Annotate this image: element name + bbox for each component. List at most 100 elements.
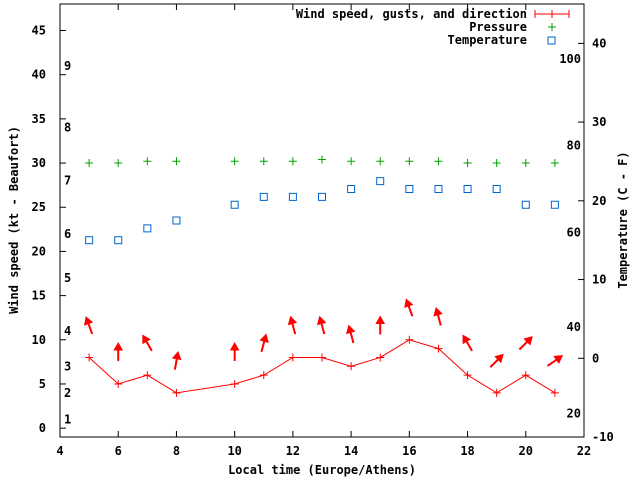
beaufort-label: 2 [64,386,71,400]
legend-temperature-label: Temperature [448,33,527,47]
pressure-point [318,155,326,164]
y-axis-label: Wind speed (kt - Beaufort) [7,126,21,314]
y2-tick-label: 20 [592,194,606,208]
axis-ticks [59,4,585,438]
fahrenheit-label: 40 [567,320,581,334]
wind-direction-arrow [171,350,182,370]
wind-speed-point [230,379,239,388]
plot-frame [59,3,585,438]
temperature-point [405,185,414,194]
temperature-point [85,236,94,245]
wind-direction-arrow [462,334,473,352]
pressure-point [405,157,414,166]
y-tick-labels: 0 5 10 15 20 25 30 35 40 45 [32,24,46,436]
pressure-point [376,157,385,166]
wind-direction-arrow [229,341,240,361]
wind-speed-point [288,353,297,362]
legend-wind-swatch [534,10,570,18]
y-tick-label: 10 [32,333,46,347]
wind-speed-point [550,388,559,397]
pressure-point [521,159,530,168]
wind-speed-point [114,379,123,388]
wind-direction-arrow [316,315,327,335]
temperature-point [376,177,385,186]
wind-direction-arrow [404,298,414,317]
pressure-point [85,159,94,168]
wind-speed-point [521,371,530,380]
y2-axis-label: Temperature (C - F) [616,151,630,288]
legend-pressure-label: Pressure [469,20,527,34]
wind-direction-arrow [375,315,386,335]
pressure-point [434,157,443,166]
y2-tick-label: 10 [592,273,606,287]
y2-tick-label: 30 [592,115,606,129]
wind-direction-arrow [113,341,124,361]
wind-speed-point [347,362,356,371]
wind-speed-point [463,371,472,380]
pressure-point [172,157,181,166]
pressure-point [288,157,297,166]
pressure-point [230,157,239,166]
temperature-point [347,185,356,194]
pressure-point [143,157,152,166]
temperature-point [114,236,123,245]
y2-tick-label: 0 [592,351,599,365]
wind-speed-line [88,339,556,394]
x-tick-label: 8 [173,444,180,458]
pressure-series [85,155,559,168]
temperature-series [85,177,559,245]
x-tick-label: 18 [460,444,474,458]
wind-direction-arrow [489,353,504,368]
x-tick-label: 16 [402,444,416,458]
x-tick-label: 22 [577,444,591,458]
x-tick-label: 12 [286,444,300,458]
wind-series [85,335,559,397]
wind-direction-arrow [518,336,533,351]
pressure-point [550,159,559,168]
fahrenheit-label: 80 [567,139,581,153]
temperature-point [143,224,152,233]
fahrenheit-label: 20 [567,406,581,420]
y-tick-label: 40 [32,68,46,82]
wind-direction-arrow [346,324,356,344]
beaufort-label: 6 [64,227,71,241]
wind-speed-point [85,353,94,362]
pressure-point [347,157,356,166]
fahrenheit-scale-labels: 20 40 60 80 100 [559,52,581,420]
beaufort-label: 8 [64,121,71,135]
beaufort-scale-labels: 1 2 3 4 5 6 7 8 9 [64,59,71,426]
x-tick-label: 6 [115,444,122,458]
wind-speed-point [405,335,414,344]
y-tick-label: 15 [32,289,46,303]
temperature-point [230,200,239,209]
wind-speed-point [172,388,181,397]
temperature-point [259,192,268,201]
wind-direction-arrow [259,333,269,353]
x-axis-label: Local time (Europe/Athens) [228,463,416,477]
x-tick-label: 10 [227,444,241,458]
wind-direction-arrow [433,306,443,326]
wind-direction-arrows [84,298,564,370]
temperature-point [550,200,559,209]
x-tick-label: 20 [519,444,533,458]
temperature-point [463,185,472,194]
beaufort-label: 7 [64,174,71,188]
temperature-point [521,200,530,209]
beaufort-label: 4 [64,324,71,338]
y-tick-label: 0 [39,421,46,435]
legend: Wind speed, gusts, and direction Pressur… [296,7,570,47]
legend-pressure-swatch [548,23,556,31]
temperature-point [318,192,326,201]
wind-speed-point [376,353,385,362]
y2-tick-label: -10 [592,430,614,444]
fahrenheit-label: 60 [567,225,581,239]
temperature-point [288,192,297,201]
pressure-point [492,159,501,168]
x-tick-label: 14 [344,444,358,458]
y-tick-label: 30 [32,156,46,170]
x-tick-label: 4 [56,444,63,458]
beaufort-label: 1 [64,412,71,426]
beaufort-label: 9 [64,59,71,73]
wind-speed-point [318,353,326,362]
beaufort-label: 3 [64,359,71,373]
